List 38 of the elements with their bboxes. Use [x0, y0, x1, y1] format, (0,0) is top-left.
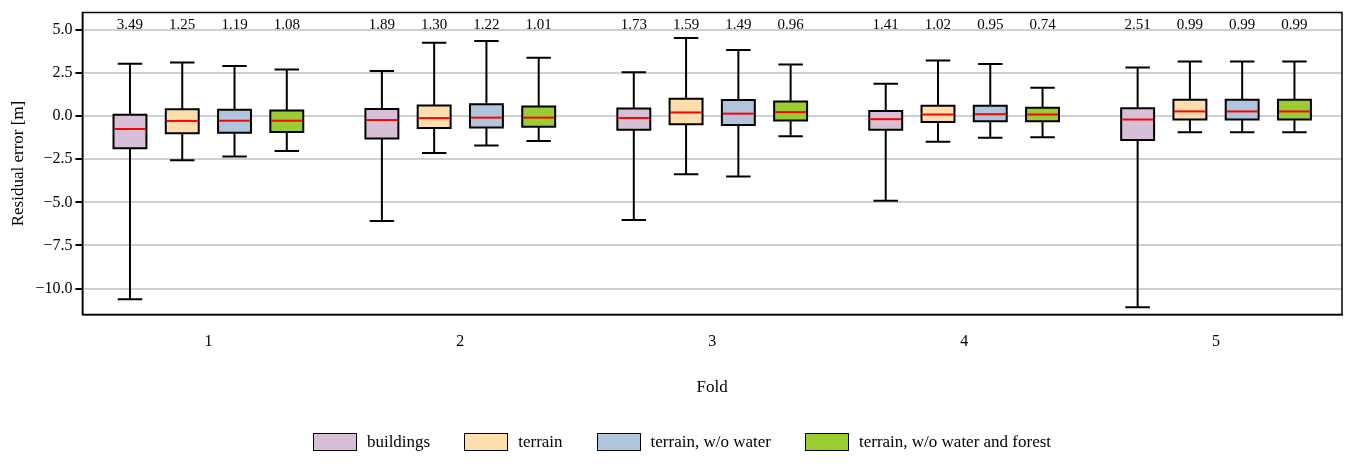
x-tick-label: 3	[708, 332, 717, 350]
y-tick-label: −7.5	[43, 235, 73, 253]
text: 1.89	[368, 15, 396, 32]
text: 0.95	[977, 15, 1004, 32]
text: 0.99	[1229, 15, 1256, 32]
y-axis-title: Residual error [m]	[7, 100, 27, 227]
legend-label: terrain	[518, 432, 563, 452]
legend-label: terrain, w/o water and forest	[858, 432, 1052, 452]
x-tick-label: 5	[1212, 332, 1221, 350]
x-tick-label: 2	[456, 332, 465, 350]
text: 1.49	[725, 15, 752, 32]
legend-label: terrain, w/o water	[650, 432, 771, 452]
y-tick-label: −5.0	[43, 192, 73, 210]
y-tick-label: −2.5	[43, 149, 73, 167]
text: 1.08	[273, 15, 300, 32]
y-tick-label: −10.0	[35, 278, 73, 296]
text: 0.99	[1176, 15, 1204, 32]
y-tick-label: 2.5	[52, 63, 73, 81]
text: 3.49	[116, 15, 144, 32]
text: 1.25	[169, 15, 196, 32]
x-axis-title: Fold	[696, 377, 729, 397]
x-tick-label: 1	[204, 332, 213, 350]
legend-label: buildings	[366, 432, 431, 452]
text: 0.99	[1281, 15, 1308, 32]
text: 2.51	[1124, 15, 1151, 32]
y-tick-label: 5.0	[52, 20, 73, 38]
y-tick-label: 0.0	[52, 106, 73, 124]
text: 1.22	[473, 15, 500, 32]
x-tick-label: 4	[960, 332, 969, 350]
text: 1.59	[672, 15, 700, 32]
text: 1.02	[924, 15, 952, 32]
text: 1.01	[525, 15, 552, 32]
text: 1.19	[221, 15, 248, 32]
text: 1.73	[620, 15, 647, 32]
text: 0.74	[1029, 15, 1056, 32]
text: 1.41	[872, 15, 899, 32]
text: 0.96	[777, 15, 804, 32]
text: 1.30	[421, 15, 448, 32]
